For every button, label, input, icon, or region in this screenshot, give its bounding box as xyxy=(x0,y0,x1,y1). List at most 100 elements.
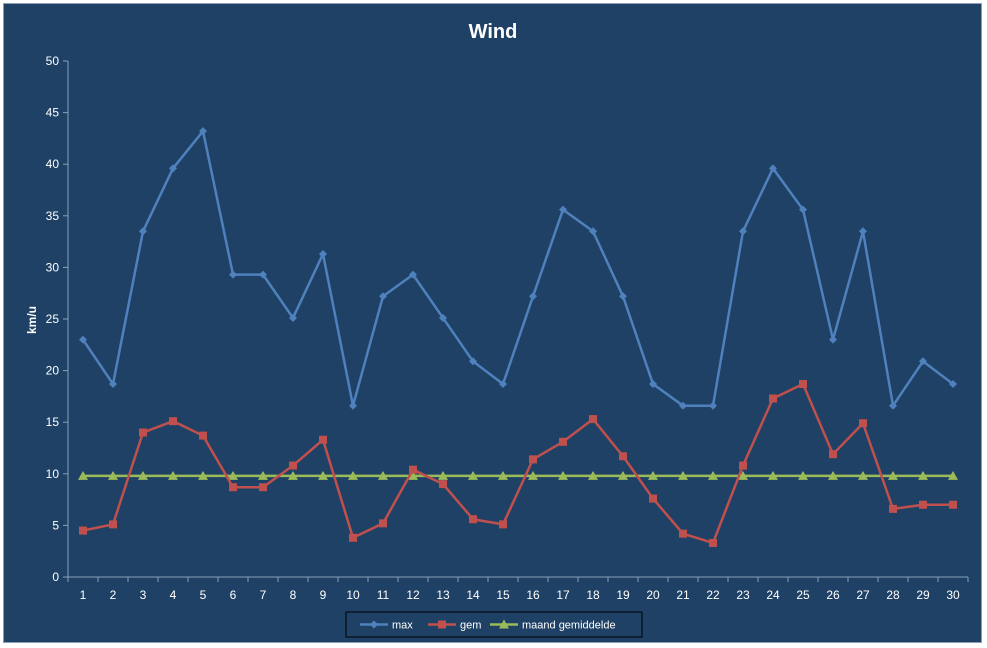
data-point xyxy=(889,504,897,513)
x-tick-label: 22 xyxy=(706,588,720,602)
data-point xyxy=(169,164,177,173)
series-line xyxy=(81,129,954,407)
legend-box xyxy=(345,611,643,638)
data-point xyxy=(258,470,268,480)
data-point xyxy=(559,437,567,446)
data-point xyxy=(198,470,208,480)
data-point xyxy=(349,401,357,410)
data-point xyxy=(469,515,477,524)
data-point xyxy=(529,292,537,301)
data-point xyxy=(588,470,598,480)
data-point xyxy=(799,380,807,389)
x-tick-label: 27 xyxy=(856,588,870,602)
data-point xyxy=(589,415,597,424)
data-point xyxy=(498,470,508,480)
legend-entry: max xyxy=(360,620,413,632)
data-point xyxy=(408,470,418,480)
data-point xyxy=(528,470,538,480)
data-point xyxy=(439,313,447,322)
data-point xyxy=(169,417,177,426)
y-axis-ticks: 0 5 10 15 20 25 30 35 40 45 50 xyxy=(46,54,68,584)
x-tick-label: 23 xyxy=(736,588,750,602)
data-point xyxy=(919,357,927,366)
data-point xyxy=(709,401,717,410)
x-tick-label: 15 xyxy=(496,588,510,602)
data-point xyxy=(78,470,88,480)
data-point xyxy=(378,470,388,480)
x-tick-label: 25 xyxy=(796,588,810,602)
data-point xyxy=(859,419,867,428)
data-point xyxy=(229,483,237,492)
legend-entry: gem xyxy=(428,620,481,632)
data-point xyxy=(948,470,958,480)
x-tick-label: 18 xyxy=(586,588,600,602)
data-point xyxy=(289,313,297,322)
x-tick-label: 29 xyxy=(916,588,930,602)
data-point xyxy=(769,164,777,173)
x-tick-label: 8 xyxy=(290,588,297,602)
series-maand-gemiddelde xyxy=(78,470,958,480)
chart-area xyxy=(3,3,982,643)
y-tick-label: 35 xyxy=(46,209,60,223)
data-point xyxy=(739,461,747,470)
y-tick-label: 0 xyxy=(52,570,59,584)
data-point xyxy=(589,227,597,236)
data-point xyxy=(379,519,387,528)
data-point xyxy=(259,270,267,279)
legend: max gem maand gemiddelde xyxy=(345,611,643,638)
data-point xyxy=(199,431,207,440)
x-axis-ticks: 1 2 3 4 5 6 7 8 9 10 11 12 13 14 15 16 17 18 19 20 21 22 23 24 2… xyxy=(67,577,969,602)
legend-label: max xyxy=(392,620,413,632)
y-tick-label: 40 xyxy=(46,157,60,171)
data-point xyxy=(559,205,567,214)
data-point xyxy=(499,520,507,529)
data-point xyxy=(859,227,867,236)
data-point xyxy=(349,533,357,542)
data-point xyxy=(618,470,628,480)
data-point xyxy=(318,470,328,480)
y-tick-label: 15 xyxy=(46,415,60,429)
x-tick-label: 19 xyxy=(616,588,630,602)
x-tick-label: 6 xyxy=(230,588,237,602)
data-point xyxy=(288,470,298,480)
data-point xyxy=(768,470,778,480)
x-tick-label: 24 xyxy=(766,588,780,602)
x-tick-label: 3 xyxy=(140,588,147,602)
data-point xyxy=(109,520,117,529)
data-point xyxy=(139,227,147,236)
data-point xyxy=(619,452,627,461)
data-point xyxy=(649,380,657,389)
data-point xyxy=(949,380,957,389)
data-point xyxy=(739,227,747,236)
data-point xyxy=(619,292,627,301)
data-point xyxy=(529,455,537,464)
data-point xyxy=(709,538,717,547)
x-tick-label: 2 xyxy=(110,588,117,602)
legend-label: maand gemiddelde xyxy=(522,620,616,632)
data-point xyxy=(289,461,297,470)
data-point xyxy=(469,357,477,366)
data-point xyxy=(769,394,777,403)
legend-marker xyxy=(438,620,446,629)
data-point xyxy=(888,470,898,480)
data-point xyxy=(108,470,118,480)
x-tick-label: 5 xyxy=(200,588,207,602)
data-point xyxy=(679,529,687,538)
data-point xyxy=(829,335,837,344)
legend-marker xyxy=(370,620,378,629)
x-tick-label: 1 xyxy=(80,588,87,602)
x-tick-label: 16 xyxy=(526,588,540,602)
data-point xyxy=(109,380,117,389)
x-tick-label: 20 xyxy=(646,588,660,602)
x-tick-label: 14 xyxy=(466,588,480,602)
data-point xyxy=(79,335,87,344)
data-point xyxy=(229,270,237,279)
data-point xyxy=(439,480,447,489)
data-point xyxy=(319,249,327,258)
data-point xyxy=(858,470,868,480)
legend-marker xyxy=(499,619,509,629)
data-point xyxy=(678,470,688,480)
legend-entry: maand gemiddelde xyxy=(490,619,616,632)
x-tick-label: 28 xyxy=(886,588,900,602)
